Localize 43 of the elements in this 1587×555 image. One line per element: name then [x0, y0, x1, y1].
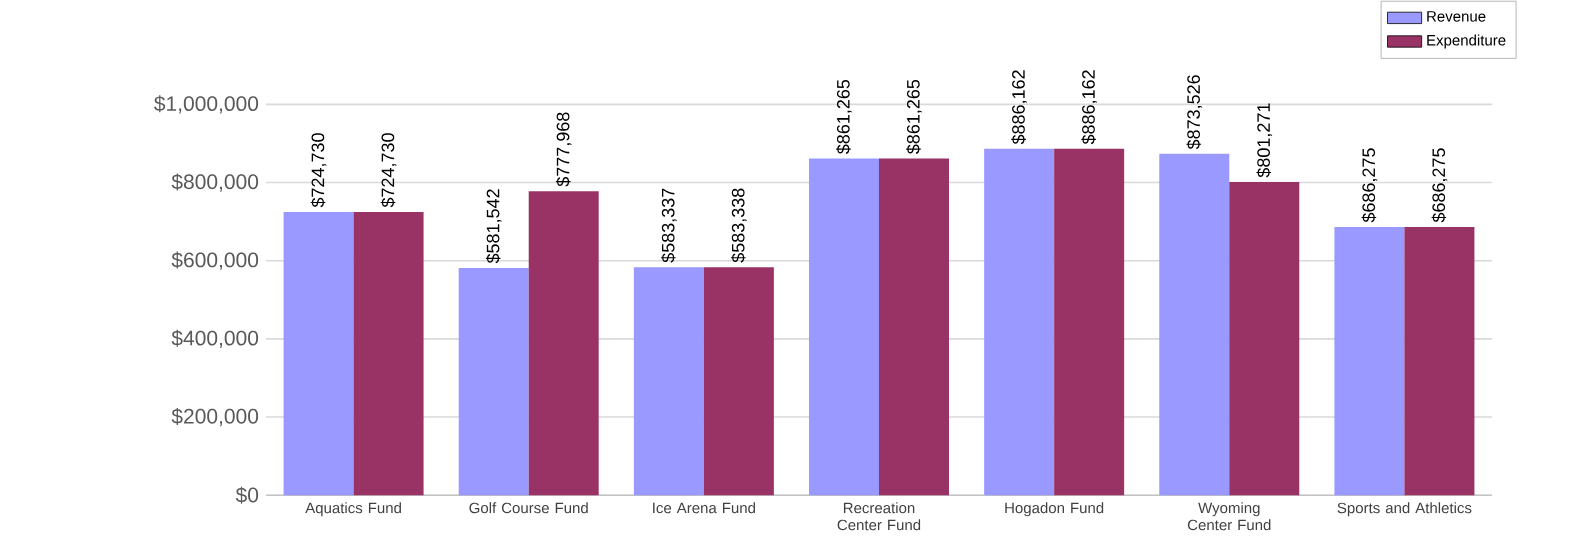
bar: [528, 191, 599, 496]
data-label: $873,526: [1186, 75, 1203, 150]
data-label: $686,275: [1361, 148, 1378, 223]
legend-label: Expenditure: [1427, 34, 1506, 49]
bar: [703, 267, 774, 496]
x-tick-label: Sports and Athletics: [1337, 502, 1472, 517]
x-tick-label: Aquatics Fund: [305, 502, 401, 517]
data-label: $686,275: [1431, 148, 1448, 223]
bar: [1334, 226, 1405, 496]
data-label: $886,162: [1011, 70, 1027, 145]
bar: [633, 267, 704, 496]
data-label: $861,265: [906, 79, 922, 155]
data-label: $886,162: [1081, 70, 1097, 145]
data-label: $583,338: [731, 188, 747, 263]
data-label: $724,730: [310, 133, 327, 208]
bar: [353, 211, 424, 496]
bar: [458, 267, 529, 496]
data-label: $777,968: [555, 112, 572, 187]
data-label: $581,542: [485, 189, 502, 264]
y-tick-label: $400,000: [171, 329, 259, 348]
data-label: $724,730: [380, 133, 397, 208]
bar: [1404, 226, 1475, 496]
legend-label: Revenue: [1427, 11, 1486, 22]
data-label: $861,265: [836, 79, 852, 155]
x-tick-label: Ice Arena Fund: [653, 502, 755, 514]
y-tick-label: $200,000: [171, 407, 259, 427]
bar: [1229, 182, 1300, 496]
bar: [984, 148, 1055, 496]
y-tick-label: $0: [235, 486, 259, 504]
bar: [283, 211, 354, 496]
data-label: $801,271: [1256, 103, 1273, 178]
bar: [1054, 148, 1125, 496]
y-tick-label: $800,000: [171, 173, 259, 192]
y-tick-label: $600,000: [171, 251, 259, 270]
bar: [879, 158, 949, 496]
x-tick-label: Golf Course Fund: [469, 502, 588, 514]
y-tick-label: $1,000,000: [154, 95, 259, 114]
data-label: $583,337: [661, 188, 677, 263]
bar: [808, 158, 879, 496]
bar: [1159, 153, 1230, 496]
x-tick-label: Hogadon Fund: [1005, 502, 1104, 517]
x-tick-label: Wyoming Center Fund: [1187, 502, 1271, 531]
x-tick-label: Recreation Center Fund: [837, 502, 921, 531]
